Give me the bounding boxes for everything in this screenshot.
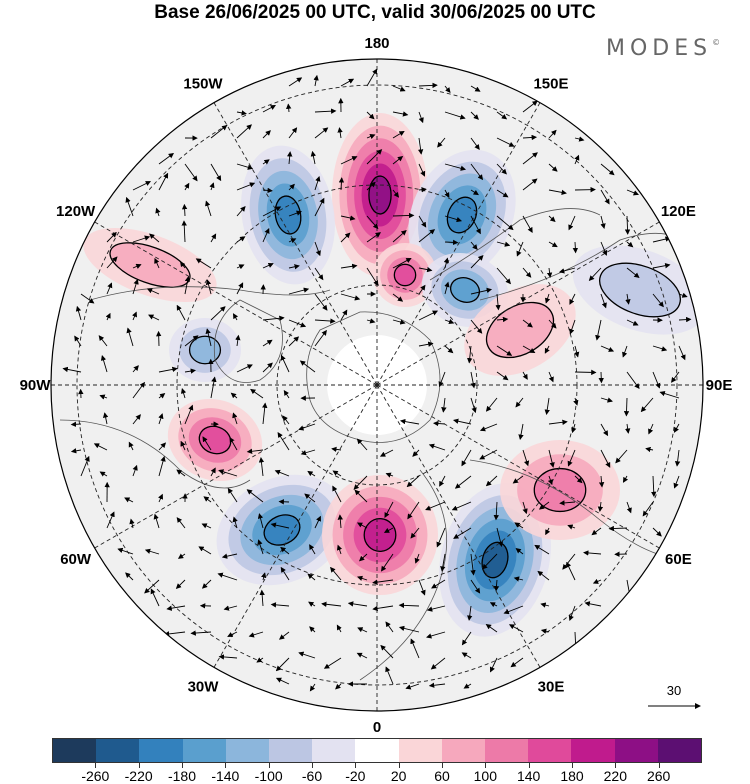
longitude-label: 0 — [373, 719, 381, 736]
longitude-label: 60E — [665, 551, 692, 568]
colorbar-tick-label: -260 — [81, 768, 109, 784]
wind-arrow — [445, 242, 458, 243]
polar-map: 180 150E 120E 90E 60E 30E 0 30W 60W 90W 120W 150W — [0, 0, 750, 736]
colorbar-segment — [312, 739, 355, 762]
colorbar-segment — [183, 739, 226, 762]
longitude-label: 120W — [56, 203, 96, 220]
colorbar-tick-label: -100 — [255, 768, 283, 784]
negative-anomaly — [169, 318, 241, 382]
longitude-label: 60W — [60, 551, 92, 568]
colorbar-segment — [399, 739, 442, 762]
colorbar-segment — [96, 739, 139, 762]
colorbar-tick-label: -220 — [125, 768, 153, 784]
longitude-label: 180 — [364, 35, 389, 52]
colorbar-tick-label: -60 — [302, 768, 322, 784]
colorbar-tick-label: 220 — [604, 768, 627, 784]
colorbar-tick-label: 60 — [434, 768, 450, 784]
wind-arrow — [184, 205, 185, 216]
colorbar-tick-label: 20 — [391, 768, 407, 784]
longitude-label: 30W — [188, 678, 220, 695]
colorbar-tick-label: -180 — [168, 768, 196, 784]
colorbar-segment — [571, 739, 614, 762]
longitude-label: 150E — [533, 76, 568, 93]
colorbar-tick-label: 260 — [647, 768, 670, 784]
colorbar-segment — [615, 739, 658, 762]
colorbar-segment — [139, 739, 182, 762]
colorbar-segment — [53, 739, 96, 762]
wind-arrow — [626, 398, 627, 416]
wind-arrow — [72, 424, 81, 425]
colorbar-ticks: -260 -220 -180 -140 -100 -60 -20 20 60 100 140 180 2… — [52, 763, 702, 783]
colorbar-segment — [269, 739, 312, 762]
colorbar — [52, 738, 702, 763]
colorbar-segment — [658, 739, 701, 762]
longitude-label: 30E — [538, 678, 565, 695]
positive-anomaly — [322, 475, 438, 595]
colorbar-segment — [528, 739, 571, 762]
colorbar-segment — [485, 739, 528, 762]
colorbar-tick-label: 100 — [474, 768, 497, 784]
longitude-label: 120E — [661, 203, 696, 220]
colorbar-segment — [442, 739, 485, 762]
longitude-label: 90W — [20, 377, 52, 394]
colorbar-tick-label: -20 — [345, 768, 365, 784]
colorbar-segment — [355, 739, 398, 762]
longitude-label: 150W — [183, 76, 223, 93]
colorbar-tick-label: 180 — [560, 768, 583, 784]
wind-arrow — [393, 215, 414, 216]
reference-vector: 30 — [644, 683, 704, 713]
wind-arrow — [575, 242, 576, 252]
colorbar-segment — [226, 739, 269, 762]
colorbar-tick-label: 140 — [517, 768, 540, 784]
colorbar-tick-label: -140 — [211, 768, 239, 784]
longitude-label: 90E — [706, 377, 733, 394]
